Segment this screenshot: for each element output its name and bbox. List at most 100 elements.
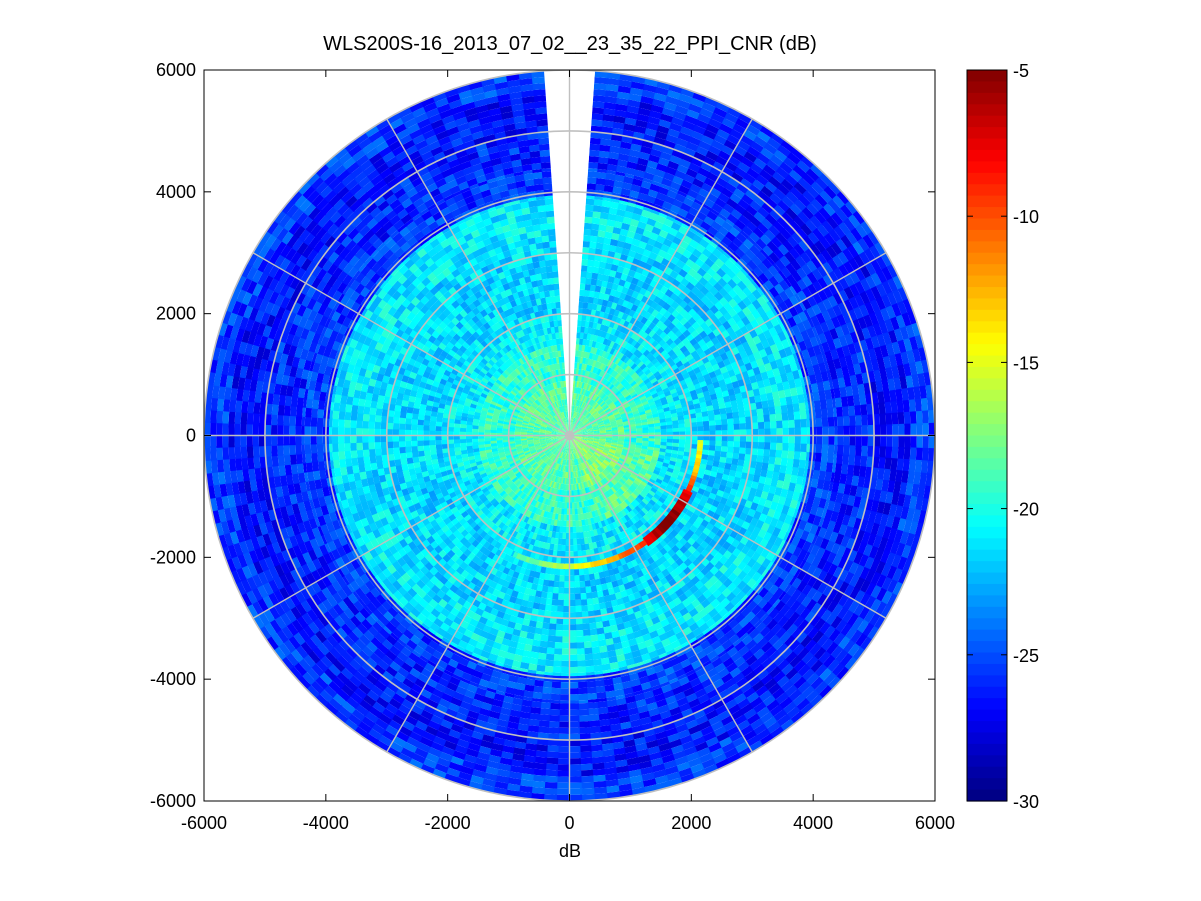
heatmap-cell [604,408,611,414]
heatmap-cell [639,372,647,380]
heatmap-cell [587,439,594,443]
heatmap-cell [618,345,625,354]
heatmap-cell [620,412,627,418]
heatmap-cell [630,428,637,432]
heatmap-cell [578,443,584,448]
heatmap-cell [505,478,512,485]
heatmap-cell [510,463,517,469]
heatmap-cell [579,424,585,429]
heatmap-cell [592,454,599,460]
heatmap-cell [622,446,630,451]
heatmap-cell [614,526,621,535]
heatmap-cell [519,411,526,416]
heatmap-cell [572,544,578,552]
heatmap-cell [484,437,491,442]
heatmap-cell [620,486,627,493]
heatmap-cell [575,393,579,400]
heatmap-cell [574,419,579,425]
heatmap-cell [597,446,604,451]
heatmap-cell [520,507,527,515]
heatmap-cell [526,489,533,497]
heatmap-cell [560,477,564,484]
heatmap-cell [585,397,590,404]
heatmap-cell [572,453,575,460]
heatmap-cell [584,454,590,460]
heatmap-cell [537,459,544,466]
heatmap-cell [573,581,581,588]
heatmap-cell [601,386,608,393]
heatmap-cell [639,470,647,476]
heatmap-cell [550,383,555,390]
heatmap-cell [575,344,580,351]
heatmap-cell [554,482,558,489]
heatmap-cell [486,411,494,417]
heatmap-cell [666,381,674,388]
heatmap-cell [520,409,527,415]
heatmap-cell [574,427,579,432]
heatmap-cell [573,418,577,425]
heatmap-cell [527,442,535,446]
heatmap-cell [533,426,540,430]
heatmap-cell [512,412,519,417]
heatmap-cell [564,417,567,424]
heatmap-cell [533,431,540,434]
heatmap-cell [539,429,546,432]
heatmap-cell [535,409,541,415]
heatmap-cell [522,369,529,377]
heatmap-cell [664,377,672,385]
heatmap-cell [659,421,667,427]
heatmap-cell [603,379,610,387]
heatmap-cell [565,411,568,418]
heatmap-cell [481,377,489,384]
heatmap-cell [575,520,580,527]
heatmap-cell [573,387,577,394]
heatmap-cell [565,538,570,546]
heatmap-cell [594,361,600,368]
heatmap-cell [567,423,569,430]
heatmap-cell [559,412,563,419]
heatmap-cell [508,437,515,440]
heatmap-cell [488,475,496,482]
heatmap-cell [586,440,593,444]
heatmap-cell [571,424,575,430]
heatmap-cell [551,448,557,454]
heatmap-cell [516,418,524,423]
heatmap-cell [579,450,584,457]
heatmap-cell [560,439,566,444]
heatmap-cell [520,438,528,441]
heatmap-cell [518,357,525,365]
heatmap-cell [616,374,623,382]
heatmap-cell [559,427,565,432]
heatmap-cell [554,442,560,447]
heatmap-cell [588,399,594,406]
heatmap-cell [593,453,600,459]
heatmap-cell [525,368,532,375]
heatmap-cell [522,385,529,392]
heatmap-cell [495,343,503,352]
heatmap-cell [623,498,631,506]
heatmap-cell [610,369,617,377]
heatmap-cell [590,446,597,450]
heatmap-cell [498,417,505,422]
heatmap-cell [558,430,564,434]
heatmap-cell [487,472,495,479]
heatmap-cell [517,401,525,407]
heatmap-cell [579,463,584,470]
heatmap-cell [618,368,625,376]
heatmap-cell [521,425,528,429]
heatmap-cell [507,470,514,477]
heatmap-cell [494,392,502,399]
heatmap-cell [546,459,552,466]
heatmap-cell [496,432,503,436]
heatmap-cell [481,389,490,396]
heatmap-cell [607,412,614,418]
heatmap-cell [467,486,475,494]
heatmap-cell [512,369,519,377]
heatmap-cell [644,368,652,376]
heatmap-cell [592,373,598,380]
heatmap-cell [593,483,599,491]
heatmap-cell [672,442,679,448]
heatmap-cell [514,438,522,442]
heatmap-cell [554,415,559,422]
heatmap-cell [554,350,559,358]
